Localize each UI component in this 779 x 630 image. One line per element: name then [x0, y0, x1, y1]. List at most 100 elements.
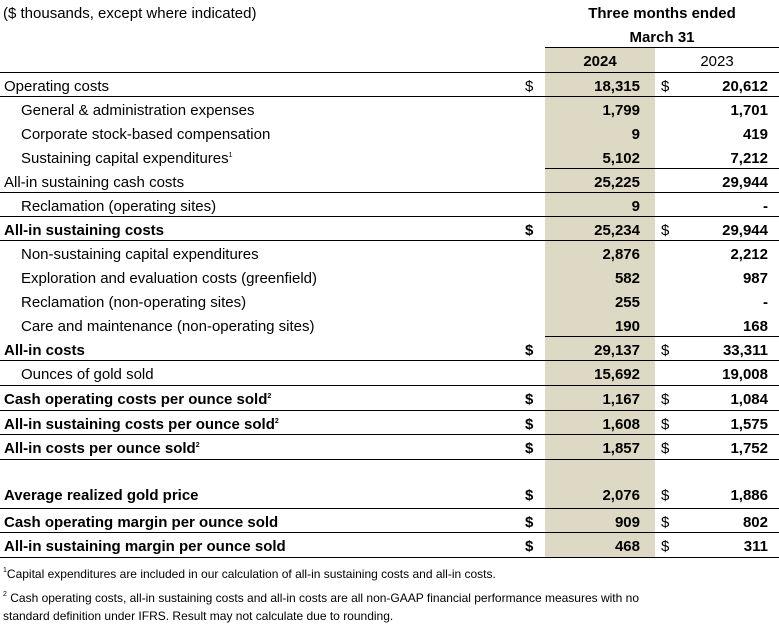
current-period-column-shading	[545, 48, 655, 558]
value-2024: 190	[614, 318, 640, 335]
value-2024: 5,102	[602, 150, 640, 167]
row-divider	[0, 532, 779, 533]
row-divider	[0, 508, 779, 509]
dollar-sign-2023: $	[661, 222, 670, 239]
footnote-marker: 2	[267, 393, 272, 400]
value-2024: 25,225	[594, 174, 640, 191]
value-2023: 1,084	[730, 391, 768, 408]
value-2023: 1,701	[730, 102, 768, 119]
row-label-text: All-in costs per ounce sold	[4, 440, 196, 457]
row-label-text: All-in costs	[4, 342, 85, 359]
dollar-sign-2023: $	[661, 538, 670, 555]
row-label-text: All-in sustaining margin per ounce sold	[4, 538, 286, 555]
value-2023: 168	[742, 318, 768, 335]
row-label: Cash operating costs per ounce sold2	[4, 391, 271, 408]
period-heading-line2: March 31	[629, 29, 695, 46]
value-2024: 9	[631, 198, 640, 215]
value-2023: 987	[742, 270, 768, 287]
row-label-text: All-in sustaining costs per ounce sold	[4, 416, 275, 433]
row-label-text: Cash operating costs per ounce sold	[4, 391, 268, 408]
row-divider	[0, 385, 779, 386]
footnote-2-line2: standard definition under IFRS. Result m…	[3, 609, 394, 623]
dollar-sign-2023: $	[661, 440, 670, 457]
value-2024: 15,692	[594, 366, 640, 383]
row-label: Sustaining capital expenditures1	[21, 150, 233, 167]
value-2024: 468	[614, 538, 640, 555]
row-label: Corporate stock-based compensation	[21, 126, 270, 143]
row-label-text: Reclamation (non-operating sites)	[21, 294, 247, 311]
value-2023: 29,944	[722, 222, 768, 239]
value-2024: 1,167	[602, 391, 640, 408]
value-2023: 19,008	[722, 366, 768, 383]
row-label: All-in sustaining costs	[4, 222, 164, 239]
row-divider	[0, 434, 779, 435]
value-2024: 18,315	[594, 78, 640, 95]
value-2023: 1,886	[730, 487, 768, 504]
footnote-2-text: Cash operating costs, all-in sustaining …	[6, 591, 639, 605]
row-divider	[0, 96, 779, 97]
row-divider	[0, 240, 779, 241]
row-label: Operating costs	[4, 78, 109, 95]
row-label: Non-sustaining capital expenditures	[21, 246, 259, 263]
row-label: All-in sustaining margin per ounce sold	[4, 538, 286, 555]
dollar-sign-2023: $	[661, 391, 670, 408]
header-rule	[545, 47, 779, 48]
footnote-2-line1: 2 Cash operating costs, all-in sustainin…	[3, 591, 639, 605]
value-2024: 29,137	[594, 342, 640, 359]
dollar-sign-2024: $	[525, 391, 534, 408]
dollar-sign-2024: $	[525, 440, 534, 457]
footnote-1-text: Capital expenditures are included in our…	[6, 567, 496, 581]
value-2023: 2,212	[730, 246, 768, 263]
footnote-marker: 1	[228, 152, 233, 159]
value-2024: 1,857	[602, 440, 640, 457]
footnote-marker: 2	[195, 442, 200, 449]
row-label: Reclamation (operating sites)	[21, 198, 216, 215]
dollar-sign-2024: $	[525, 514, 534, 531]
row-label-text: Operating costs	[4, 78, 110, 95]
row-label-text: Corporate stock-based compensation	[21, 126, 271, 143]
dollar-sign-2023: $	[661, 416, 670, 433]
dollar-sign-2024: $	[525, 342, 534, 359]
row-label-text: All-in sustaining costs	[4, 222, 165, 239]
row-label-text: All-in sustaining cash costs	[4, 174, 185, 191]
row-label: Exploration and evaluation costs (greenf…	[21, 270, 317, 287]
row-divider	[0, 192, 779, 193]
row-label-text: Sustaining capital expenditures	[21, 150, 229, 167]
row-label: All-in costs per ounce sold2	[4, 440, 200, 457]
value-2024: 9	[631, 126, 640, 143]
dollar-sign-2023: $	[661, 342, 670, 359]
value-2023: 802	[742, 514, 768, 531]
column-header-2023: 2023	[700, 53, 734, 70]
dollar-sign-2024: $	[525, 538, 534, 555]
row-label-text: Reclamation (operating sites)	[21, 198, 217, 215]
value-2023: 1,752	[730, 440, 768, 457]
row-divider	[0, 557, 779, 558]
row-divider	[545, 336, 779, 337]
row-label-text: Care and maintenance (non-operating site…	[21, 318, 315, 335]
row-divider	[0, 360, 779, 361]
row-divider	[545, 168, 779, 169]
dollar-sign-2024: $	[525, 416, 534, 433]
value-2024: 1,799	[602, 102, 640, 119]
value-2023: 419	[742, 126, 768, 143]
value-2023: -	[763, 198, 768, 215]
row-label-text: Cash operating margin per ounce sold	[4, 514, 279, 531]
column-header-2024: 2024	[583, 53, 617, 70]
row-label: General & administration expenses	[21, 102, 254, 119]
row-divider	[0, 216, 779, 217]
value-2024: 255	[614, 294, 640, 311]
value-2023: 311	[743, 538, 768, 555]
row-label-text: Ounces of gold sold	[21, 366, 154, 383]
footnote-1: 1Capital expenditures are included in ou…	[3, 567, 496, 581]
value-2024: 2,076	[602, 487, 640, 504]
row-label: All-in sustaining costs per ounce sold2	[4, 416, 279, 433]
value-2023: 33,311	[722, 342, 768, 359]
value-2023: 20,612	[722, 78, 768, 95]
value-2024: 582	[614, 270, 640, 287]
value-2023: 1,575	[730, 416, 768, 433]
row-label: Ounces of gold sold	[21, 366, 154, 383]
row-label-text: Exploration and evaluation costs (greenf…	[21, 270, 318, 287]
row-label-text: General & administration expenses	[21, 102, 255, 119]
row-label: Cash operating margin per ounce sold	[4, 514, 278, 531]
header-bottom-rule	[0, 72, 779, 73]
